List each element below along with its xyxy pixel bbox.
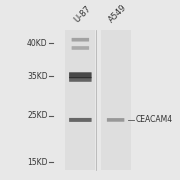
- Bar: [100, 30, 131, 170]
- FancyBboxPatch shape: [69, 118, 92, 122]
- Text: CEACAM4: CEACAM4: [136, 115, 173, 124]
- Text: 25KD: 25KD: [27, 111, 48, 120]
- Text: A549: A549: [107, 3, 129, 25]
- FancyBboxPatch shape: [107, 118, 124, 122]
- Text: U-87: U-87: [72, 4, 92, 25]
- FancyBboxPatch shape: [69, 72, 92, 78]
- Text: 40KD: 40KD: [27, 39, 48, 48]
- Text: 35KD: 35KD: [27, 72, 48, 81]
- Bar: [65, 30, 95, 170]
- FancyBboxPatch shape: [69, 77, 92, 82]
- FancyBboxPatch shape: [72, 46, 89, 50]
- Text: 15KD: 15KD: [27, 158, 48, 166]
- FancyBboxPatch shape: [72, 38, 89, 42]
